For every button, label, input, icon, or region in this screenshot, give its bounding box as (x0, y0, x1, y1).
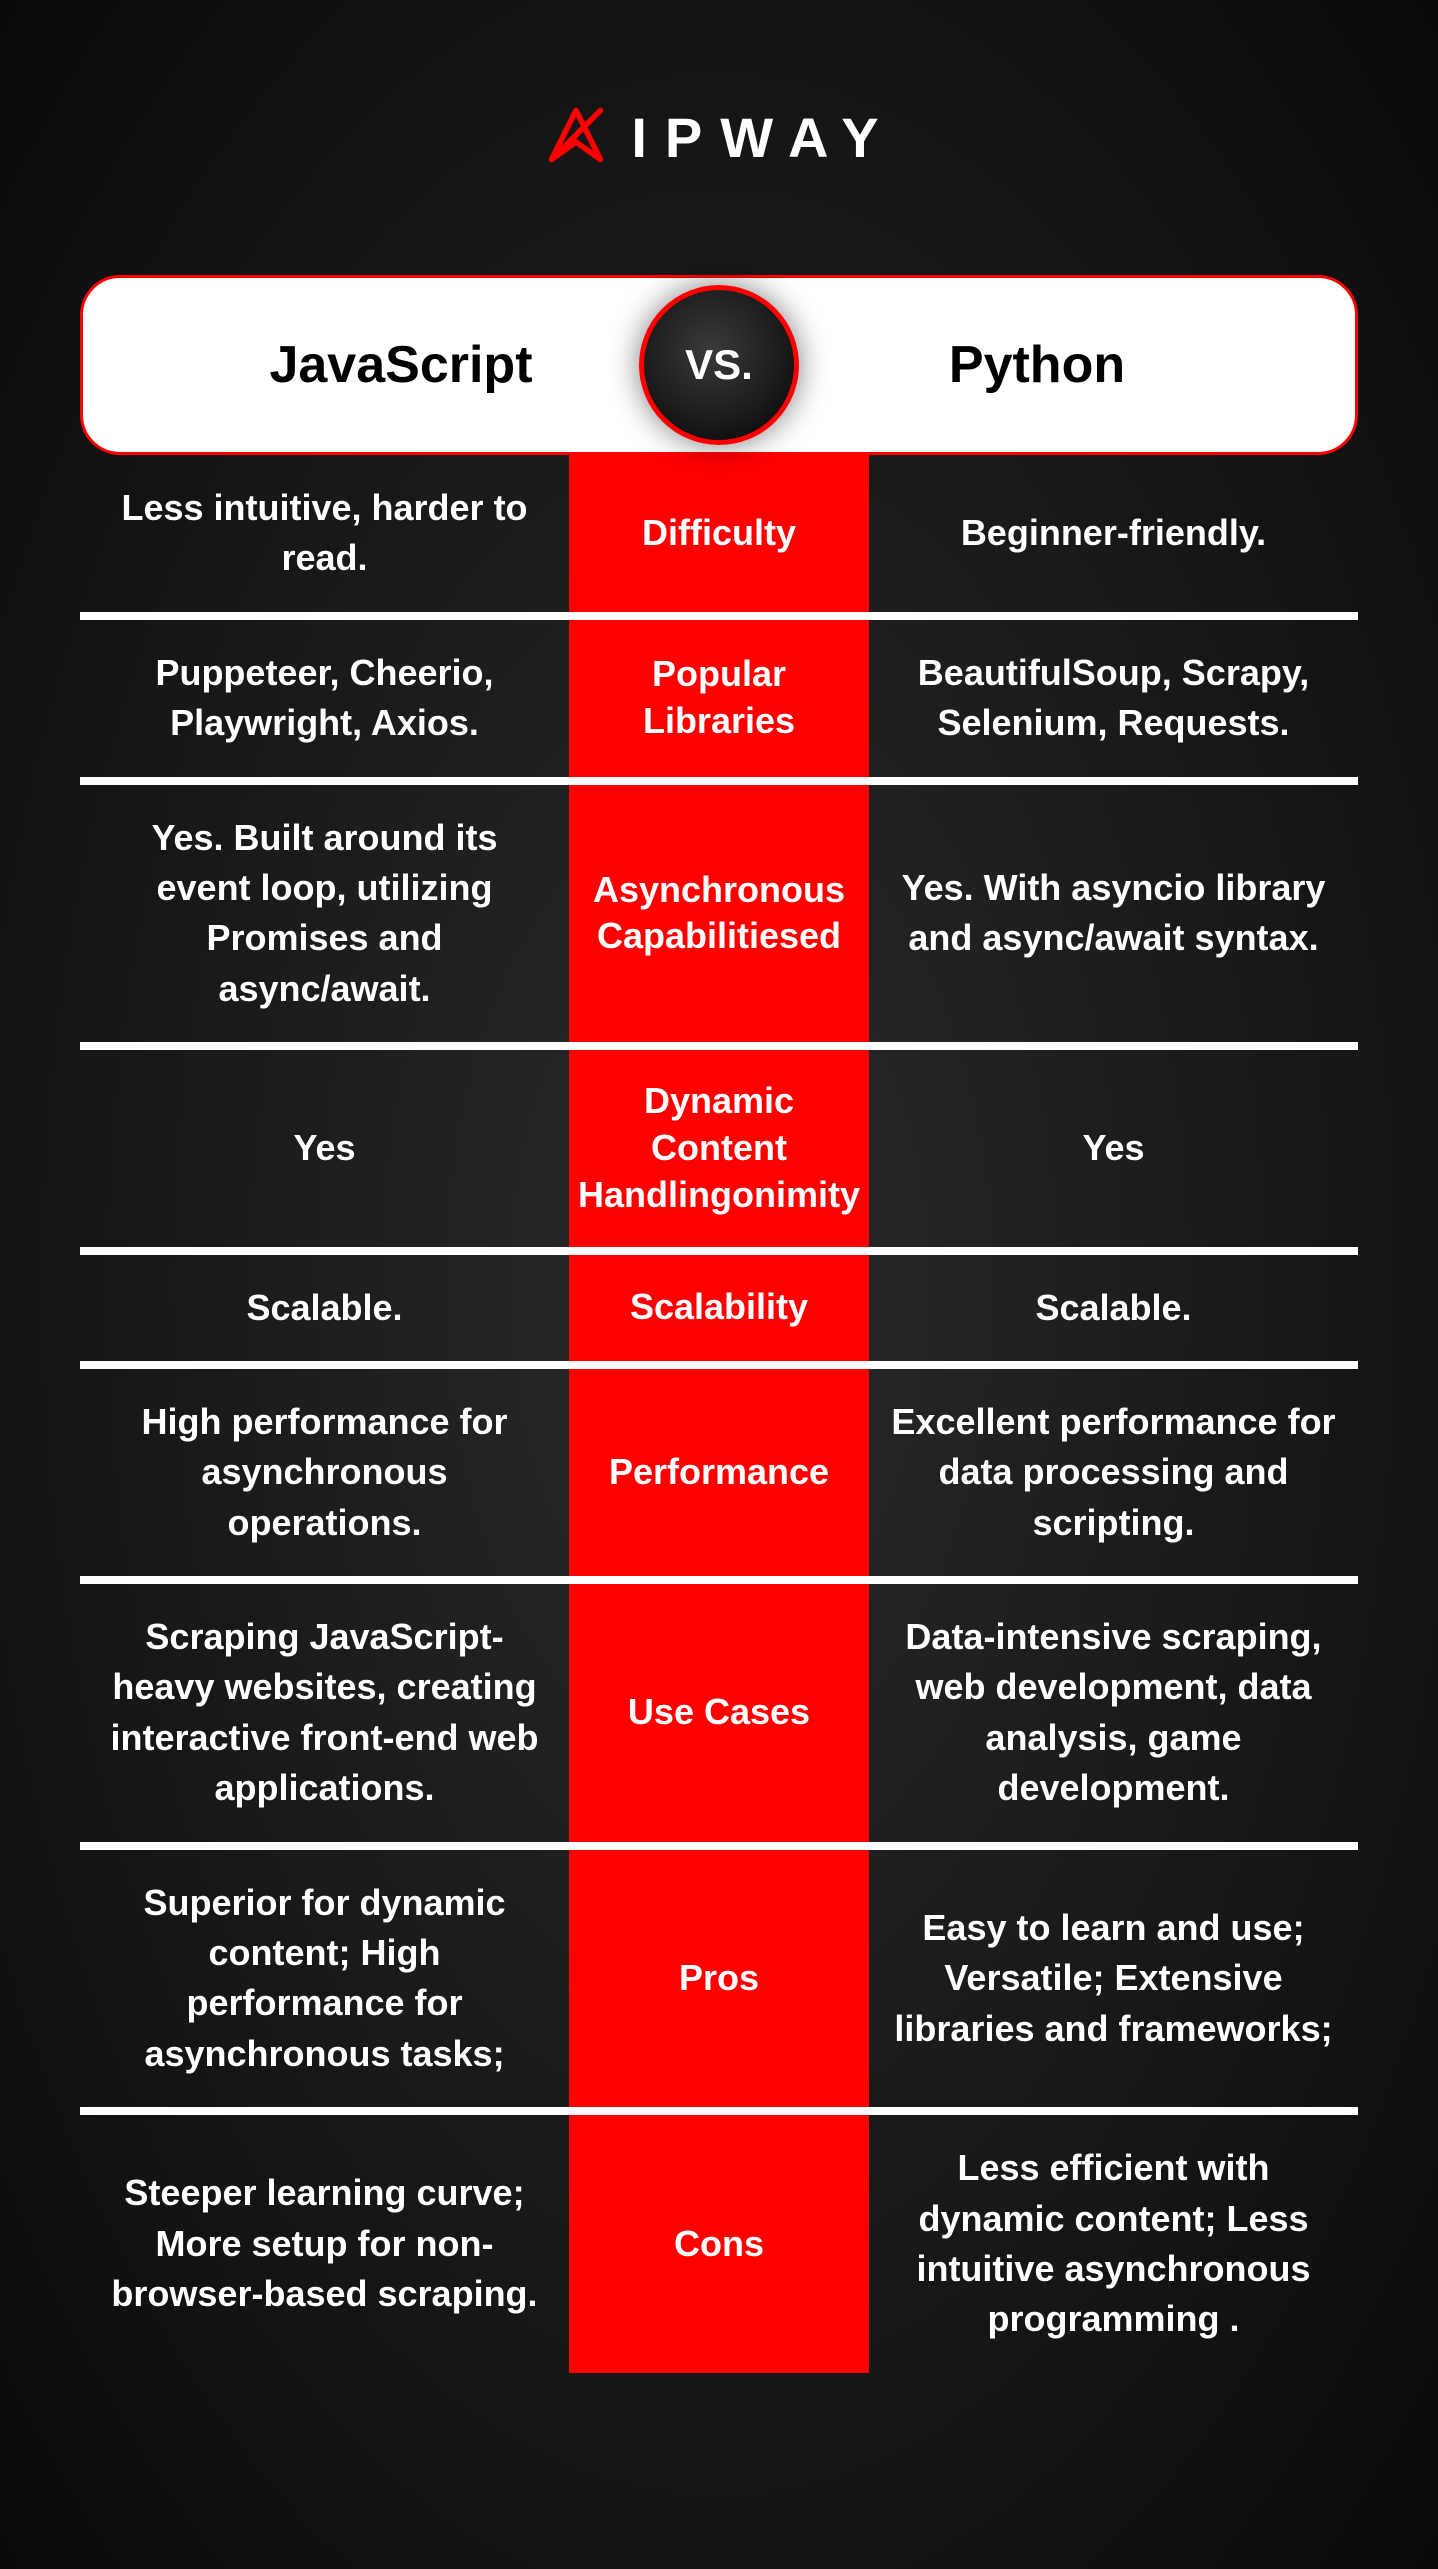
table-row: Steeper learning curve; More setup for n… (80, 2115, 1358, 2373)
brand-name: IPWAY (631, 105, 896, 170)
table-row: Yes. Built around its event loop, utiliz… (80, 785, 1358, 1051)
header-right-label: Python (719, 335, 1355, 395)
table-row: High performance for asynchronous operat… (80, 1369, 1358, 1584)
comparison-table: Less intuitive, harder to read.Difficult… (80, 455, 1358, 2373)
table-row: Puppeteer, Cheerio, Playwright, Axios.Po… (80, 620, 1358, 785)
table-row: Less intuitive, harder to read.Difficult… (80, 455, 1358, 620)
cell-python: Yes (869, 1050, 1358, 1246)
brand-logo: IPWAY (80, 100, 1358, 175)
cell-javascript: Less intuitive, harder to read. (80, 455, 569, 612)
cell-javascript: Puppeteer, Cheerio, Playwright, Axios. (80, 620, 569, 777)
cell-python: Easy to learn and use; Versatile; Extens… (869, 1850, 1358, 2108)
cell-category: Asynchronous Capabilitiesed (569, 785, 869, 1043)
logo-icon (541, 100, 611, 175)
cell-javascript: Scalable. (80, 1255, 569, 1361)
cell-category: Cons (569, 2115, 869, 2373)
header-left-label: JavaScript (83, 335, 719, 395)
cell-category: Dynamic Content Handlingonimity (569, 1050, 869, 1246)
cell-python: Less efficient with dynamic content; Les… (869, 2115, 1358, 2373)
cell-python: BeautifulSoup, Scrapy, Selenium, Request… (869, 620, 1358, 777)
cell-javascript: High performance for asynchronous operat… (80, 1369, 569, 1576)
cell-javascript: Steeper learning curve; More setup for n… (80, 2115, 569, 2373)
cell-category: Scalability (569, 1255, 869, 1361)
comparison-header: JavaScript Python VS. (80, 275, 1358, 455)
cell-python: Excellent performance for data processin… (869, 1369, 1358, 1576)
cell-javascript: Yes. Built around its event loop, utiliz… (80, 785, 569, 1043)
cell-category: Pros (569, 1850, 869, 2108)
cell-category: Difficulty (569, 455, 869, 612)
cell-category: Use Cases (569, 1584, 869, 1842)
vs-badge: VS. (639, 285, 799, 445)
cell-category: Performance (569, 1369, 869, 1576)
table-row: YesDynamic Content HandlingonimityYes (80, 1050, 1358, 1254)
cell-python: Scalable. (869, 1255, 1358, 1361)
cell-python: Beginner-friendly. (869, 455, 1358, 612)
cell-javascript: Superior for dynamic content; High perfo… (80, 1850, 569, 2108)
cell-python: Data-intensive scraping, web development… (869, 1584, 1358, 1842)
table-row: Scraping JavaScript-heavy websites, crea… (80, 1584, 1358, 1850)
table-row: Scalable.ScalabilityScalable. (80, 1255, 1358, 1369)
cell-python: Yes. With asyncio library and async/awai… (869, 785, 1358, 1043)
cell-javascript: Yes (80, 1050, 569, 1246)
table-row: Superior for dynamic content; High perfo… (80, 1850, 1358, 2116)
cell-javascript: Scraping JavaScript-heavy websites, crea… (80, 1584, 569, 1842)
cell-category: Popular Libraries (569, 620, 869, 777)
